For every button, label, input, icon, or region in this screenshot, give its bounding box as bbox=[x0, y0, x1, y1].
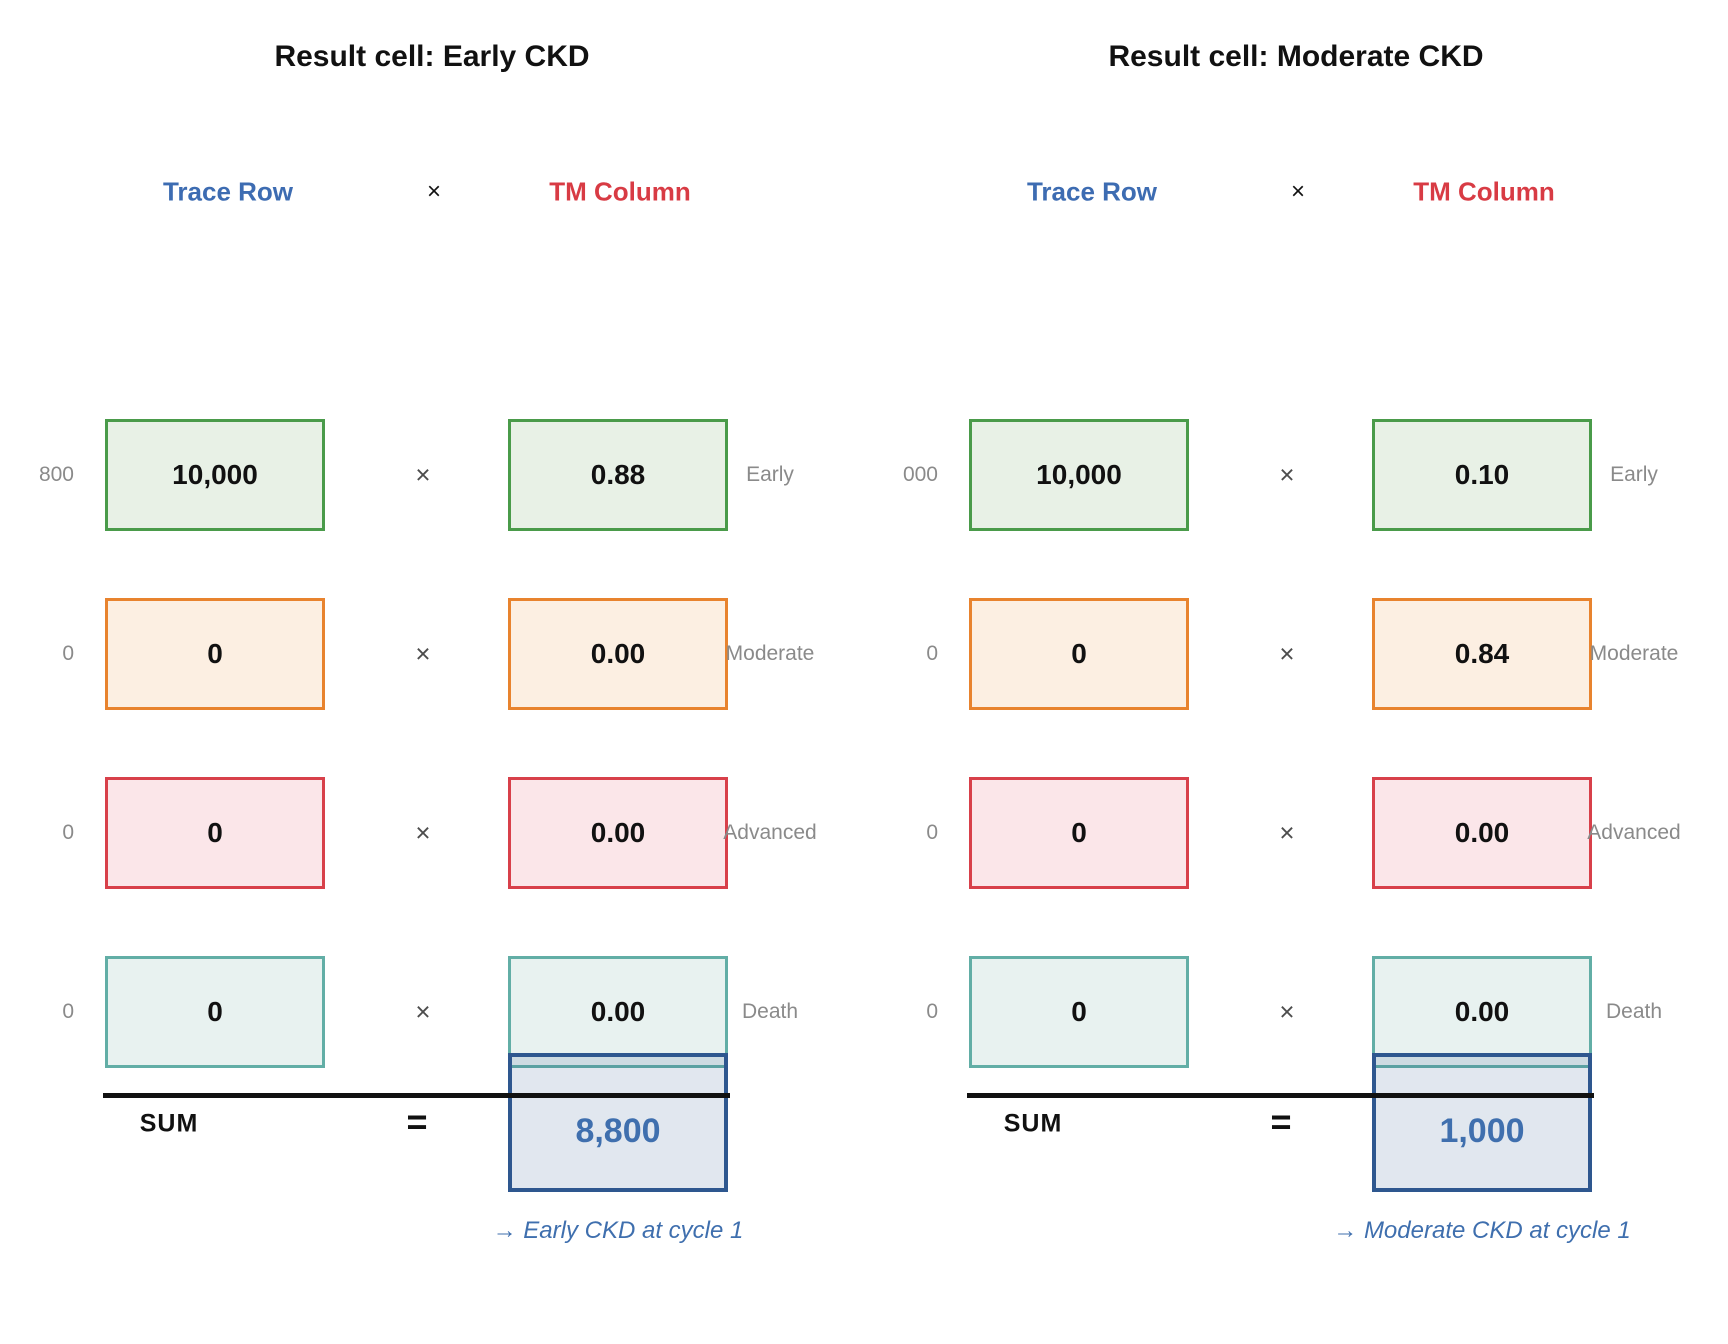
trace-box-advanced: 0 bbox=[969, 777, 1189, 889]
tm-box-death: 0.00 bbox=[1372, 956, 1592, 1068]
tm-box-early: 0.10 bbox=[1372, 419, 1592, 531]
multiply-symbol: × bbox=[415, 817, 431, 848]
multiply-symbol: × bbox=[1279, 459, 1295, 490]
row-value-label: 000 bbox=[902, 463, 938, 486]
trace-row-header: Trace Row bbox=[162, 176, 294, 207]
tm-value: 0.00 bbox=[590, 996, 646, 1027]
tm-box-moderate: 0.84 bbox=[1372, 598, 1592, 710]
sum-line bbox=[967, 1093, 1594, 1098]
row-value-label: 0 bbox=[62, 642, 74, 665]
row-value-label: 0 bbox=[62, 821, 74, 844]
multiply-symbol: × bbox=[1290, 178, 1306, 205]
trace-value: 0 bbox=[207, 996, 223, 1027]
multiply-symbol: × bbox=[1279, 638, 1295, 669]
state-label-moderate: Moderate bbox=[1589, 642, 1679, 665]
tm-value: 0.00 bbox=[590, 638, 646, 669]
trace-box-death: 0 bbox=[105, 956, 325, 1068]
sum-line bbox=[103, 1093, 730, 1098]
trace-value: 0 bbox=[207, 817, 223, 848]
trace-box-early: 10,000 bbox=[969, 419, 1189, 531]
multiply-symbol: × bbox=[1279, 817, 1295, 848]
multiply-symbol: × bbox=[415, 996, 431, 1027]
tm-column-header: TM Column bbox=[1413, 176, 1555, 207]
row-value-label: 800 bbox=[38, 463, 74, 486]
trace-box-moderate: 0 bbox=[105, 598, 325, 710]
tm-value: 0.10 bbox=[1454, 459, 1510, 490]
state-label-early: Early bbox=[1610, 463, 1658, 486]
state-label-death: Death bbox=[1605, 1000, 1663, 1023]
trace-box-death: 0 bbox=[969, 956, 1189, 1068]
tm-box-advanced: 0.00 bbox=[508, 777, 728, 889]
tm-column-header: TM Column bbox=[549, 176, 691, 207]
trace-value: 0 bbox=[1071, 817, 1087, 848]
tm-box-early: 0.88 bbox=[508, 419, 728, 531]
multiply-symbol: × bbox=[415, 638, 431, 669]
equals-symbol: = bbox=[406, 1101, 428, 1142]
state-label-death: Death bbox=[741, 1000, 799, 1023]
panel-title: Result cell: Moderate CKD bbox=[1108, 40, 1484, 73]
tm-value: 0.00 bbox=[1454, 996, 1510, 1027]
state-label-advanced: Advanced bbox=[1587, 821, 1681, 844]
trace-box-early: 10,000 bbox=[105, 419, 325, 531]
panel-early-ckd-result: Result cell: Early CKD Trace Row × TM Co… bbox=[38, 40, 817, 1244]
trace-value: 0 bbox=[1071, 638, 1087, 669]
result-value: 1,000 bbox=[1439, 1112, 1525, 1150]
state-label-early: Early bbox=[746, 463, 794, 486]
trace-value: 0 bbox=[1071, 996, 1087, 1027]
trace-value: 10,000 bbox=[1036, 459, 1122, 490]
trace-row-header: Trace Row bbox=[1026, 176, 1158, 207]
sum-label: SUM bbox=[1003, 1109, 1063, 1138]
multiply-symbol: × bbox=[415, 459, 431, 490]
sum-label: SUM bbox=[139, 1109, 199, 1138]
panel-title: Result cell: Early CKD bbox=[274, 40, 590, 73]
row-value-label: 0 bbox=[926, 1000, 938, 1023]
row-value-label: 0 bbox=[926, 821, 938, 844]
multiply-symbol: × bbox=[1279, 996, 1295, 1027]
tm-box-advanced: 0.00 bbox=[1372, 777, 1592, 889]
trace-box-advanced: 0 bbox=[105, 777, 325, 889]
cycle-annotation: → Moderate CKD at cycle 1 bbox=[1333, 1217, 1631, 1244]
tm-box-moderate: 0.00 bbox=[508, 598, 728, 710]
tm-value: 0.84 bbox=[1454, 638, 1510, 669]
trace-box-moderate: 0 bbox=[969, 598, 1189, 710]
result-box: 8,800 bbox=[508, 1053, 728, 1192]
result-box: 1,000 bbox=[1372, 1053, 1592, 1192]
cycle-annotation: → Early CKD at cycle 1 bbox=[492, 1217, 744, 1244]
panel-moderate-ckd-result: Result cell: Moderate CKD Trace Row × TM… bbox=[864, 0, 1728, 1344]
state-label-advanced: Advanced bbox=[723, 821, 817, 844]
multiply-symbol: × bbox=[426, 178, 442, 205]
result-value: 8,800 bbox=[575, 1112, 661, 1150]
tm-value: 0.00 bbox=[590, 817, 646, 848]
equals-symbol: = bbox=[1270, 1101, 1292, 1142]
row-value-label: 0 bbox=[62, 1000, 74, 1023]
trace-value: 0 bbox=[207, 638, 223, 669]
row-value-label: 0 bbox=[926, 642, 938, 665]
tm-value: 0.00 bbox=[1454, 817, 1510, 848]
tm-value: 0.88 bbox=[590, 459, 646, 490]
tm-box-death: 0.00 bbox=[508, 956, 728, 1068]
trace-value: 10,000 bbox=[172, 459, 258, 490]
state-label-moderate: Moderate bbox=[725, 642, 815, 665]
